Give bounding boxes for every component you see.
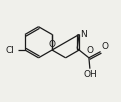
Text: Cl: Cl <box>6 45 15 55</box>
Text: OH: OH <box>83 70 97 79</box>
Text: O: O <box>102 42 109 51</box>
Text: O: O <box>49 40 56 49</box>
Text: O: O <box>87 45 94 55</box>
Text: N: N <box>80 30 87 39</box>
